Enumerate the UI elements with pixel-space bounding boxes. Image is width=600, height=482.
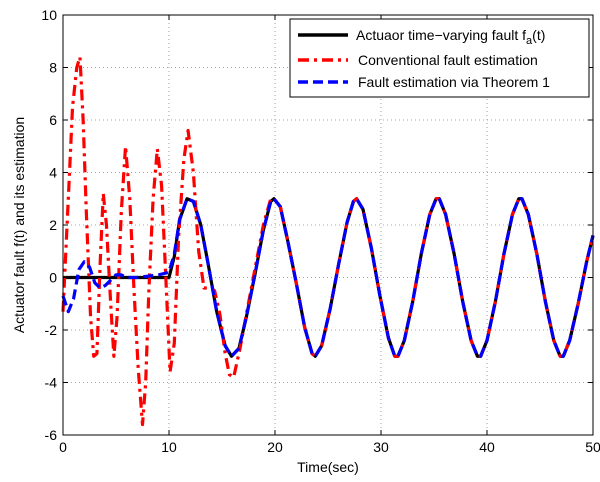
x-tick-label: 30 xyxy=(373,439,389,455)
y-tick-label: 10 xyxy=(41,7,57,23)
legend: Actuaor time−varying fault fa(t) Convent… xyxy=(289,18,590,98)
grid xyxy=(63,15,593,435)
y-tick-label: 2 xyxy=(49,217,57,233)
x-tick-label: 20 xyxy=(267,439,283,455)
x-axis-label: Time(sec) xyxy=(297,459,359,475)
legend-label-conventional: Conventional fault estimation xyxy=(358,52,538,68)
y-tick-label: 8 xyxy=(49,60,57,76)
legend-label-theorem: Fault estimation via Theorem 1 xyxy=(358,74,550,90)
series-theorem-line xyxy=(61,197,595,358)
legend-box xyxy=(289,18,590,98)
y-tick-label: -4 xyxy=(45,375,58,391)
y-tick-label: -2 xyxy=(45,322,58,338)
ticks xyxy=(62,14,594,436)
y-tick-label: 0 xyxy=(49,270,57,286)
x-tick-label: 0 xyxy=(59,439,67,455)
y-tick-label: 6 xyxy=(49,112,57,128)
tick-labels: 0 10 20 30 40 50 -6 -4 -2 0 2 4 6 8 10 xyxy=(41,7,600,455)
x-tick-label: 40 xyxy=(479,439,495,455)
x-tick-label: 10 xyxy=(161,439,177,455)
y-axis-label: Actuator fault f(t) and its estimation xyxy=(11,117,27,333)
series-layer xyxy=(61,55,595,427)
legend-label-fault-suffix: (t) xyxy=(532,27,545,43)
legend-label-fault-subscript: a xyxy=(526,35,533,47)
y-tick-label: 4 xyxy=(49,165,57,181)
y-tick-label: -6 xyxy=(45,427,58,443)
legend-label-fault: Actuaor time−varying fault fa(t) xyxy=(356,27,545,47)
x-tick-label: 50 xyxy=(585,439,600,455)
